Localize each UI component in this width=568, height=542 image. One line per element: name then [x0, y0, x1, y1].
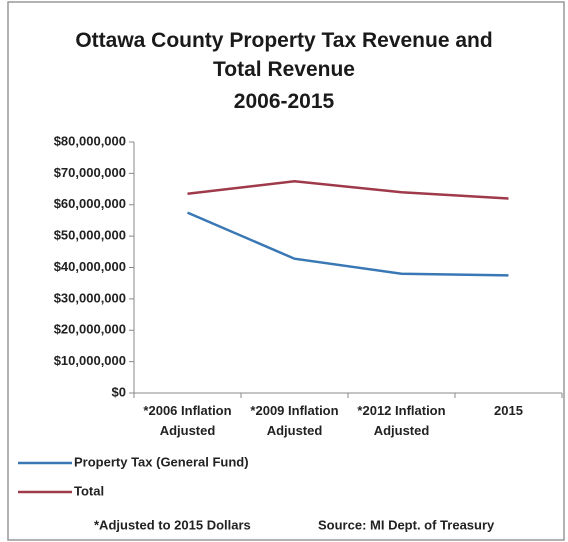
y-tick-label: $0 — [112, 384, 126, 399]
frame — [7, 1, 565, 541]
y-tick-label: $30,000,000 — [54, 290, 126, 305]
y-tick-label: $20,000,000 — [54, 322, 126, 337]
x-tick-label: *2012 Inflation Adjusted — [357, 403, 446, 438]
chart-subtitle: 2006-2015 — [233, 90, 335, 113]
y-tick-label: $60,000,000 — [54, 196, 126, 211]
y-tick-label: $10,000,000 — [54, 353, 126, 368]
series-line — [187, 179, 509, 200]
legend-label: Property Tax (General Fund) — [74, 454, 249, 469]
y-tick-label: $40,000,000 — [54, 259, 126, 274]
x-tick-label: *2009 Inflation Adjusted — [250, 403, 339, 438]
y-tick-label: $80,000,000 — [54, 133, 126, 148]
chart-title: Ottawa County Property Tax Revenue and T… — [75, 29, 493, 81]
x-tick-label: *2006 Inflation Adjusted — [143, 403, 232, 438]
y-tick-label: $50,000,000 — [54, 228, 126, 243]
series-line — [187, 211, 509, 277]
footnote: *Adjusted to 2015 Dollars — [94, 517, 251, 532]
x-tick-label: 2015 — [494, 403, 523, 418]
source: Source: MI Dept. of Treasury — [318, 517, 495, 532]
legend-label: Total — [74, 483, 104, 498]
y-tick-label: $70,000,000 — [54, 165, 126, 180]
